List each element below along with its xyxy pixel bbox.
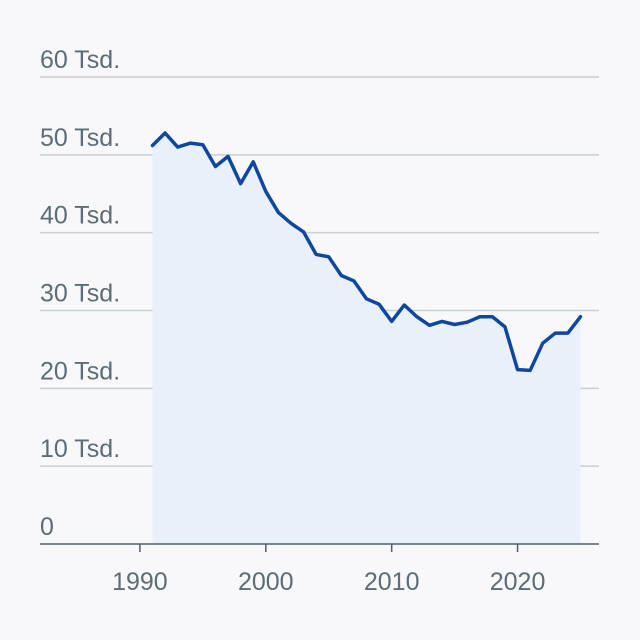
x-tick-labels: 1990 2000 2010 2020 [112, 568, 545, 596]
x-tick-label: 1990 [112, 568, 168, 596]
x-axis [40, 543, 599, 552]
area-layer [150, 131, 583, 545]
y-tick-labels: 0 10 Tsd. 20 Tsd. 30 Tsd. 40 Tsd. 50 Tsd. 60 T… [40, 46, 120, 541]
y-tick-label: 10 Tsd. [40, 435, 120, 463]
x-tick-label: 2020 [490, 568, 546, 596]
y-tick-label: 40 Tsd. [40, 202, 120, 230]
y-tick-label: 60 Tsd. [40, 46, 120, 74]
y-tick-label: 30 Tsd. [40, 280, 120, 308]
y-tick-label: 0 [40, 513, 54, 541]
x-tick-label: 2000 [238, 568, 294, 596]
x-tick-label: 2010 [364, 568, 420, 596]
y-tick-label: 50 Tsd. [40, 124, 120, 152]
y-tick-label: 20 Tsd. [40, 357, 120, 385]
series-area-fill [152, 133, 581, 545]
